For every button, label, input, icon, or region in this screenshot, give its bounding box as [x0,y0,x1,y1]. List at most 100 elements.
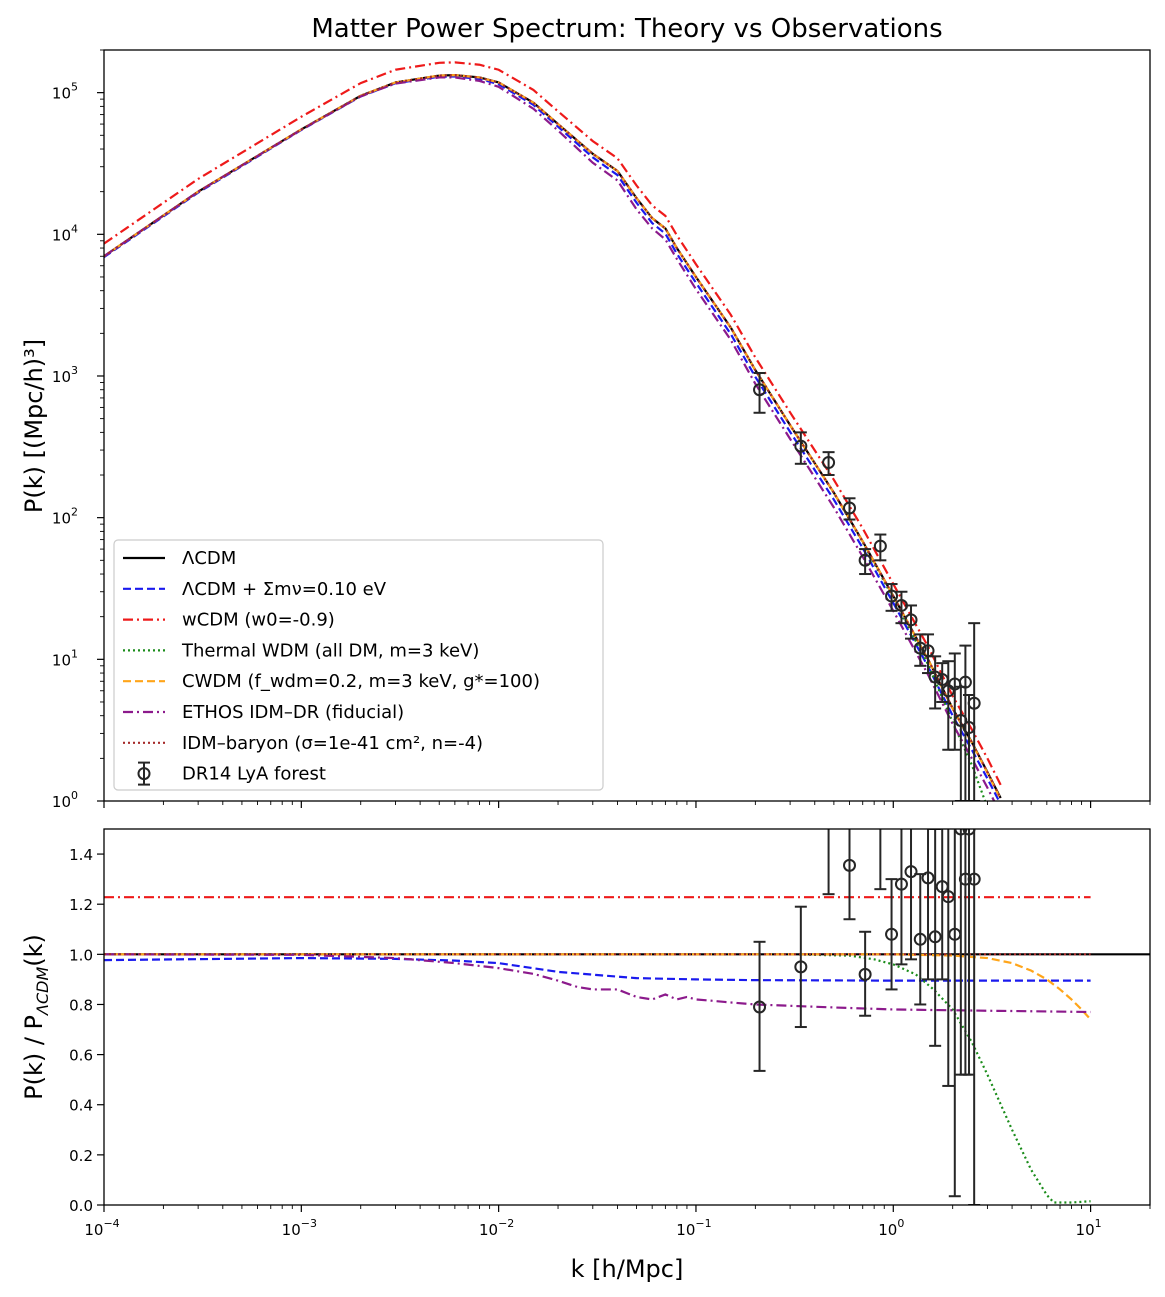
legend-label-1: ΛCDM + Σmν=0.10 eV [182,579,387,600]
bottom-obs-point-4 [858,930,872,1017]
bottom-ytick-label-2: 0.4 [69,1097,93,1115]
bottom-obs-marker-13 [941,890,955,904]
bottom-obs-marker-1 [794,960,808,974]
bottom-obs-marker-10 [921,871,935,885]
bottom-obs-point-8 [904,829,918,961]
bottom-obs-marker-7 [894,877,908,891]
top-ytick-label-2: 102 [52,506,78,528]
bottom-xtick-label-5: 101 [1076,1217,1102,1239]
top-obs-marker-6 [885,589,899,603]
bottom-ytick-label-1: 0.2 [69,1147,93,1165]
bottom-obs-marker-0 [753,1000,767,1014]
bottom-xtick-label-4: 100 [878,1217,904,1239]
top-ytick-label-3: 103 [52,364,78,386]
top-obs-marker-8 [904,613,918,627]
top-obs-point-12 [935,662,949,703]
legend-label-0: ΛCDM [182,548,236,569]
bottom-xtick-label-3: 10−1 [676,1217,711,1239]
legend-item-4: CWDM (f_wdm=0.2, m=3 keV, g*=100) [123,671,540,692]
bottom-obs-point-7 [894,829,908,966]
top-obs-marker-10 [921,644,935,658]
bottom-obs-marker-11 [928,930,942,944]
ratio-label-prefix: P(k) / P [20,1015,48,1100]
top-obs-marker-1 [794,439,808,453]
legend-item-3: Thermal WDM (all DM, m=3 keV) [123,640,479,661]
ratio-label-subscript: ΛCDM [33,967,52,1017]
bottom-y-axis-label: P(k) / PΛCDM(k) [20,934,52,1100]
legend-item-0: ΛCDM [123,548,236,569]
legend-label-observations: DR14 LyA forest [182,764,326,785]
bottom-obs-point-11 [928,829,942,1047]
top-obs-marker-11 [928,670,942,684]
top-ytick-label-1: 101 [52,647,78,669]
legend-label-2: wCDM (w0=-0.9) [182,610,335,631]
top-obs-marker-3 [843,501,857,515]
top-obs-marker-2 [822,456,836,470]
chart-title: Matter Power Spectrum: Theory vs Observa… [311,14,942,44]
bottom-obs-point-6 [885,878,899,991]
legend-label-6: IDM–baryon (σ=1e-41 cm², n=-4) [182,733,483,754]
ratio-label-suffix: (k) [20,934,48,967]
top-y-axis-label: P(k) [(Mpc/h)³] [20,339,48,513]
legend-item-2: wCDM (w0=-0.9) [123,610,335,631]
x-axis-label: k [h/Mpc] [571,1255,684,1283]
top-obs-point-11 [928,655,942,710]
legend-box [113,539,604,791]
legend-label-4: CWDM (f_wdm=0.2, m=3 keV, g*=100) [182,671,540,692]
legend-item-6: IDM–baryon (σ=1e-41 cm², n=-4) [123,733,483,754]
bottom-obs-point-2 [822,829,835,896]
bottom-panel-ratio: 10−4 10−3 10−2 10−1 100 101 0.0 0.2 0.4 0.6 0.8 1.… [20,828,1151,1283]
top-obs-point-2 [822,451,836,477]
bottom-obs-marker-8 [904,865,918,879]
top-obs-point-3 [843,497,857,521]
top-obs-point-1 [794,431,808,465]
top-obs-point-8 [904,604,918,640]
top-obs-marker-13 [941,684,955,698]
bottom-obs-point-5 [874,829,887,891]
legend-item-1: ΛCDM + Σmν=0.10 eV [123,579,387,600]
legend-item-observations: DR14 LyA forest [137,761,326,786]
legend: ΛCDM ΛCDM + Σmν=0.10 eV wCDM (w0=-0.9) Ther… [113,539,604,791]
bottom-obs-marker-16 [958,872,972,886]
bottom-ytick-label-6: 1.2 [69,896,93,914]
bottom-plot-frame [103,828,1151,1206]
bottom-obs-marker-15 [954,829,968,836]
bottom-obs-point-0 [753,940,767,1072]
legend-label-5: ETHOS IDM–DR (fiducial) [182,702,404,723]
top-obs-point-6 [885,583,899,612]
bottom-series-line-5 [104,953,1091,1014]
bottom-obs-point-17 [962,829,976,1076]
top-ytick-label-5: 105 [52,81,78,103]
top-obs-marker-9 [913,641,927,655]
top-obs-marker-16 [958,675,972,689]
bottom-obs-marker-6 [885,927,899,941]
top-plot-frame [103,49,1151,802]
top-obs-point-0 [753,371,767,414]
bottom-obs-marker-3 [843,858,857,872]
bottom-series-line-4 [104,953,1092,1021]
top-panel-power-spectrum: 100 101 102 103 104 105 P(k) [(Mpc/h)³] [20,49,1151,811]
bottom-obs-marker-17 [962,829,976,836]
top-series-line-6 [104,73,1002,799]
legend-item-5: ETHOS IDM–DR (fiducial) [123,702,404,723]
top-obs-marker-0 [753,383,767,397]
legend-obs-marker [137,767,151,781]
bottom-ytick-label-5: 1.0 [69,946,93,964]
top-obs-point-5 [873,533,887,562]
bottom-obs-point-1 [794,905,808,1029]
bottom-series-line-1 [104,956,1091,982]
bottom-obs-marker-4 [858,967,872,981]
top-obs-marker-4 [858,553,872,567]
bottom-obs-point-13 [941,829,955,1087]
bottom-ytick-label-4: 0.8 [69,996,93,1014]
bottom-obs-marker-9 [913,932,927,946]
top-ytick-label-0: 100 [52,789,78,811]
bottom-ytick-label-3: 0.6 [69,1047,93,1065]
bottom-ytick-label-0: 0.0 [69,1197,93,1215]
bottom-obs-point-18 [967,829,981,1205]
bottom-obs-point-10 [921,829,935,981]
top-series-line-2 [104,61,1002,786]
legend-label-3: Thermal WDM (all DM, m=3 keV) [181,640,479,661]
bottom-xtick-label-1: 10−3 [282,1217,317,1239]
